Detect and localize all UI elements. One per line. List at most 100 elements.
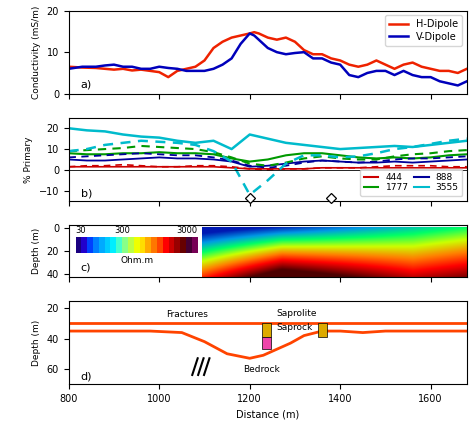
H-Dipole — [419, 64, 425, 69]
V-Dipole — [365, 70, 370, 76]
Bar — [105, 237, 110, 253]
Bar — [87, 237, 93, 253]
V-Dipole — [410, 73, 415, 78]
H-Dipole — [183, 66, 189, 71]
H-Dipole — [437, 68, 443, 73]
V-Dipole — [274, 50, 280, 55]
Text: 30: 30 — [75, 226, 86, 235]
V-Dipole — [265, 46, 271, 51]
V-Dipole — [247, 31, 253, 36]
Bar — [174, 237, 181, 253]
V-Dipole — [93, 64, 99, 69]
V-Dipole — [337, 62, 343, 67]
V-Dipole — [383, 68, 388, 73]
V-Dipole — [229, 56, 235, 61]
V-Dipole — [464, 79, 470, 84]
H-Dipole — [374, 58, 379, 63]
V-Dipole — [129, 64, 135, 69]
V-Dipole — [428, 75, 434, 80]
H-Dipole — [174, 68, 180, 73]
H-Dipole — [102, 66, 108, 71]
V-Dipole — [238, 41, 244, 46]
Bar — [110, 237, 117, 253]
Bar — [192, 237, 198, 253]
Bar — [93, 237, 99, 253]
V-Dipole — [220, 62, 226, 67]
V-Dipole — [147, 66, 153, 71]
V-Dipole — [455, 83, 461, 88]
Bar — [180, 237, 186, 253]
H-Dipole — [401, 62, 406, 67]
H-Dipole — [455, 70, 461, 76]
V-Dipole — [192, 68, 198, 73]
H-Dipole — [80, 65, 85, 70]
H-Dipole — [147, 68, 153, 73]
V-Dipole — [392, 73, 397, 78]
H-Dipole — [210, 46, 216, 51]
H-Dipole — [464, 66, 470, 71]
Text: a): a) — [81, 79, 92, 89]
Bar — [99, 237, 105, 253]
H-Dipole — [251, 30, 257, 35]
V-Dipole — [346, 73, 352, 78]
H-Dipole — [192, 64, 198, 69]
Bar — [139, 237, 146, 253]
Bar — [263, 324, 272, 337]
Line: H-Dipole: H-Dipole — [69, 32, 467, 77]
H-Dipole — [165, 75, 171, 80]
Bar — [75, 237, 82, 253]
Text: Saprock: Saprock — [276, 322, 312, 332]
H-Dipole — [319, 52, 325, 57]
H-Dipole — [129, 68, 135, 73]
Text: b): b) — [81, 188, 92, 198]
V-Dipole — [292, 51, 298, 56]
H-Dipole — [337, 58, 343, 63]
H-Dipole — [301, 48, 307, 53]
H-Dipole — [346, 62, 352, 67]
H-Dipole — [93, 65, 99, 70]
V-Dipole — [156, 64, 162, 69]
V-Dipole — [251, 33, 257, 38]
H-Dipole — [383, 62, 388, 67]
Bar — [263, 337, 272, 349]
V-Dipole — [256, 37, 262, 42]
Bar — [122, 237, 128, 253]
Text: 3000: 3000 — [176, 226, 198, 235]
Bar — [128, 237, 134, 253]
Bar — [186, 237, 192, 253]
V-Dipole — [319, 56, 325, 61]
V-Dipole — [138, 66, 144, 71]
H-Dipole — [66, 64, 72, 69]
H-Dipole — [201, 58, 207, 63]
Bar — [318, 324, 327, 337]
V-Dipole — [374, 68, 379, 73]
V-Dipole — [66, 66, 72, 71]
H-Dipole — [265, 35, 271, 40]
Bar — [134, 237, 140, 253]
Bar — [146, 237, 151, 253]
H-Dipole — [247, 31, 253, 36]
V-Dipole — [120, 64, 126, 69]
H-Dipole — [260, 33, 266, 38]
V-Dipole — [80, 64, 85, 69]
H-Dipole — [392, 66, 397, 71]
H-Dipole — [120, 66, 126, 71]
V-Dipole — [401, 68, 406, 73]
Bar — [163, 237, 169, 253]
Bar — [151, 237, 157, 253]
H-Dipole — [410, 60, 415, 65]
V-Dipole — [310, 56, 316, 61]
Line: V-Dipole: V-Dipole — [69, 33, 467, 85]
H-Dipole — [229, 35, 235, 40]
V-Dipole — [283, 52, 289, 57]
H-Dipole — [220, 39, 226, 44]
H-Dipole — [138, 67, 144, 72]
X-axis label: Distance (m): Distance (m) — [236, 409, 300, 419]
V-Dipole — [165, 65, 171, 70]
V-Dipole — [301, 50, 307, 55]
Y-axis label: % Primary: % Primary — [24, 136, 33, 183]
Y-axis label: Depth (m): Depth (m) — [32, 319, 41, 365]
H-Dipole — [256, 31, 262, 36]
Text: Saprolite: Saprolite — [276, 309, 317, 318]
V-Dipole — [260, 41, 266, 46]
